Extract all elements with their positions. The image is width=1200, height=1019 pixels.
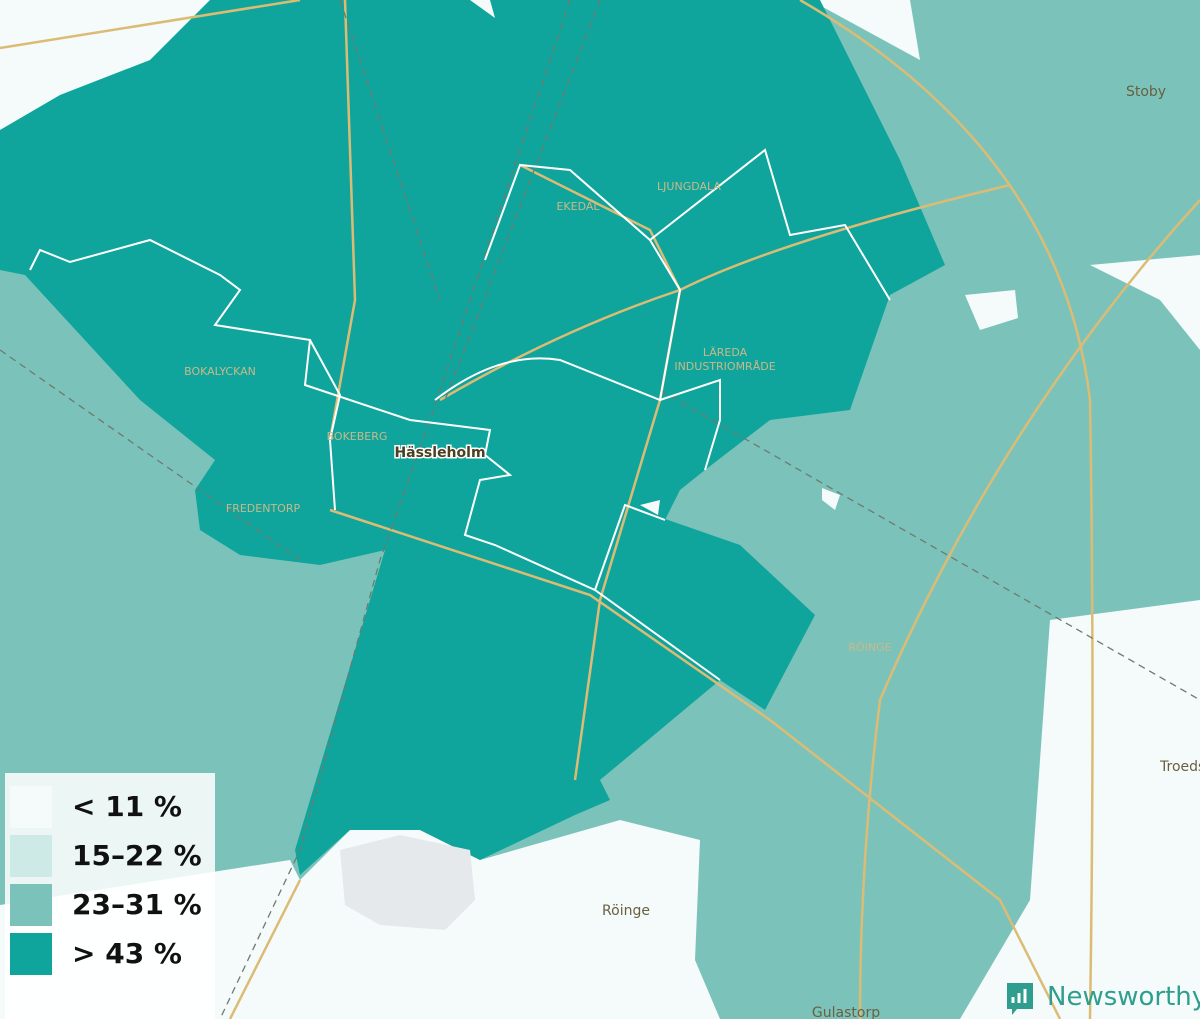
district-borders bbox=[29, 148, 891, 681]
place-label: BOKEBERG bbox=[327, 430, 388, 443]
place-label: BOKALYCKAN bbox=[184, 365, 256, 378]
legend-label: 23–31 % bbox=[72, 888, 202, 921]
place-labels: Stoby LJUNGDALA EKEDAL LÄREDA INDUSTRIOM… bbox=[184, 84, 1200, 1019]
place-label: Troeds bbox=[1159, 759, 1200, 775]
brand-name: Newsworthy bbox=[1047, 982, 1200, 1012]
place-label: FREDENTORP bbox=[226, 502, 301, 515]
place-label: Stoby bbox=[1126, 84, 1166, 100]
legend-label: 15–22 % bbox=[72, 839, 202, 872]
legend-swatch bbox=[10, 835, 52, 877]
place-label: Röinge bbox=[602, 903, 650, 919]
place-label: EKEDAL bbox=[556, 200, 600, 213]
lake bbox=[340, 835, 475, 930]
place-label: LJUNGDALA bbox=[657, 180, 721, 193]
legend-label: < 11 % bbox=[72, 790, 182, 823]
legend-swatch bbox=[10, 884, 52, 926]
legend-label: > 43 % bbox=[72, 937, 182, 970]
place-label: INDUSTRIOMRÅDE bbox=[674, 360, 775, 373]
region bbox=[0, 0, 945, 875]
place-label: Hässleholm bbox=[394, 445, 485, 461]
brand: Newsworthy bbox=[1007, 982, 1200, 1015]
legend: < 11 % 15–22 % 23–31 % > 43 % bbox=[5, 773, 215, 1019]
place-label: LÄREDA bbox=[703, 346, 748, 359]
place-label: RÖINGE bbox=[848, 641, 891, 654]
place-label: Gulastorp bbox=[812, 1005, 880, 1019]
legend-swatch bbox=[10, 933, 52, 975]
brand-icon-bars bbox=[1011, 989, 1027, 1003]
legend-swatch bbox=[10, 786, 52, 828]
